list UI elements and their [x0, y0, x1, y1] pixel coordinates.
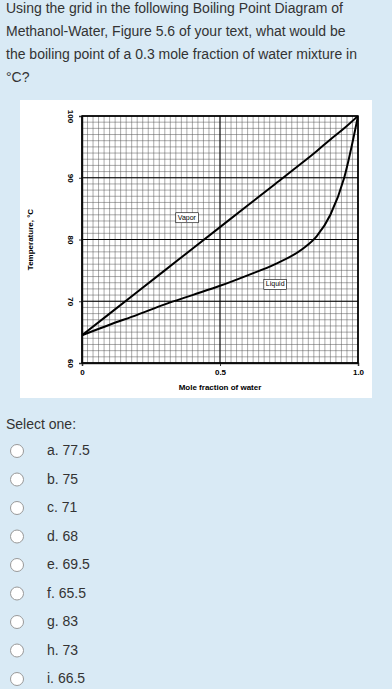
- radio-button[interactable]: [11, 587, 24, 600]
- curve-label-box: [176, 213, 199, 223]
- y-tick-label: 70: [66, 297, 75, 306]
- option-label[interactable]: d. 68: [47, 528, 78, 544]
- x-tick-label: 1.0: [353, 368, 365, 377]
- y-tick-label: 90: [66, 174, 75, 183]
- chart: 0 0.5 1.0 60 70 80 90 100 Mole fraction of water…: [20, 100, 372, 398]
- series-line: [82, 116, 358, 335]
- question-text: Using the grid in the following Boiling …: [6, 0, 343, 16]
- option-label[interactable]: a. 77.5: [47, 442, 90, 458]
- x-axis: 0 0.5 1.0: [80, 363, 364, 377]
- x-tick: 1.0: [353, 363, 365, 377]
- option-label[interactable]: h. 73: [47, 642, 78, 658]
- y-tick-label: 100: [66, 110, 75, 124]
- y-axis: 60 70 80 90 100: [66, 110, 83, 369]
- y-tick: 80: [66, 236, 82, 245]
- radio-button[interactable]: [11, 559, 24, 572]
- y-tick: 60: [66, 359, 82, 368]
- grid-line: [82, 239, 358, 240]
- y-axis-title: Temperature, °C: [26, 209, 35, 271]
- x-axis-line: [83, 364, 359, 367]
- plot-frame: [82, 116, 358, 363]
- x-tick: 0.5: [215, 363, 227, 377]
- curve-label: Liquid: [266, 280, 285, 288]
- radio-button[interactable]: [11, 473, 24, 486]
- grid-line: [82, 177, 358, 178]
- option-label[interactable]: g. 83: [47, 613, 78, 629]
- y-tick-label: 80: [66, 236, 75, 245]
- y-tick: 100: [66, 110, 82, 124]
- series-line: [82, 116, 358, 335]
- chart-background: [20, 100, 372, 398]
- radio-button[interactable]: [11, 502, 24, 515]
- option-label[interactable]: f. 65.5: [47, 585, 86, 601]
- y-tick: 70: [66, 297, 82, 306]
- radio-button[interactable]: [11, 644, 24, 657]
- radio-button[interactable]: [11, 673, 24, 686]
- radio-column: [0, 0, 40, 689]
- prompt: Select one:: [6, 416, 76, 432]
- radio-button[interactable]: [11, 530, 24, 543]
- y-tick: 90: [66, 174, 82, 183]
- grid: [82, 116, 358, 363]
- curve-label-box: [264, 279, 287, 289]
- x-tick: 0: [80, 363, 85, 377]
- y-tick-label: 60: [66, 359, 75, 368]
- x-tick-label: 0.5: [215, 368, 227, 377]
- option-label[interactable]: i. 66.5: [47, 670, 85, 686]
- question-text: Methanol-Water, Figure 5.6 of your text,…: [6, 23, 346, 39]
- minor-grid-line: [82, 177, 358, 178]
- curves: [82, 116, 358, 335]
- question-text: °C?: [6, 69, 30, 85]
- radio-button[interactable]: [11, 445, 24, 458]
- option-label[interactable]: e. 69.5: [47, 556, 90, 572]
- question-text: the boiling point of a 0.3 mole fraction…: [6, 46, 357, 62]
- x-tick-label: 0: [80, 368, 85, 377]
- x-axis-title: Mole fraction of water: [179, 383, 262, 392]
- option-label[interactable]: c. 71: [47, 499, 77, 515]
- curve-label: Vapor: [178, 214, 197, 222]
- minor-grid-line: [82, 239, 358, 240]
- option-label[interactable]: b. 75: [47, 471, 78, 487]
- radio-button[interactable]: [11, 616, 24, 629]
